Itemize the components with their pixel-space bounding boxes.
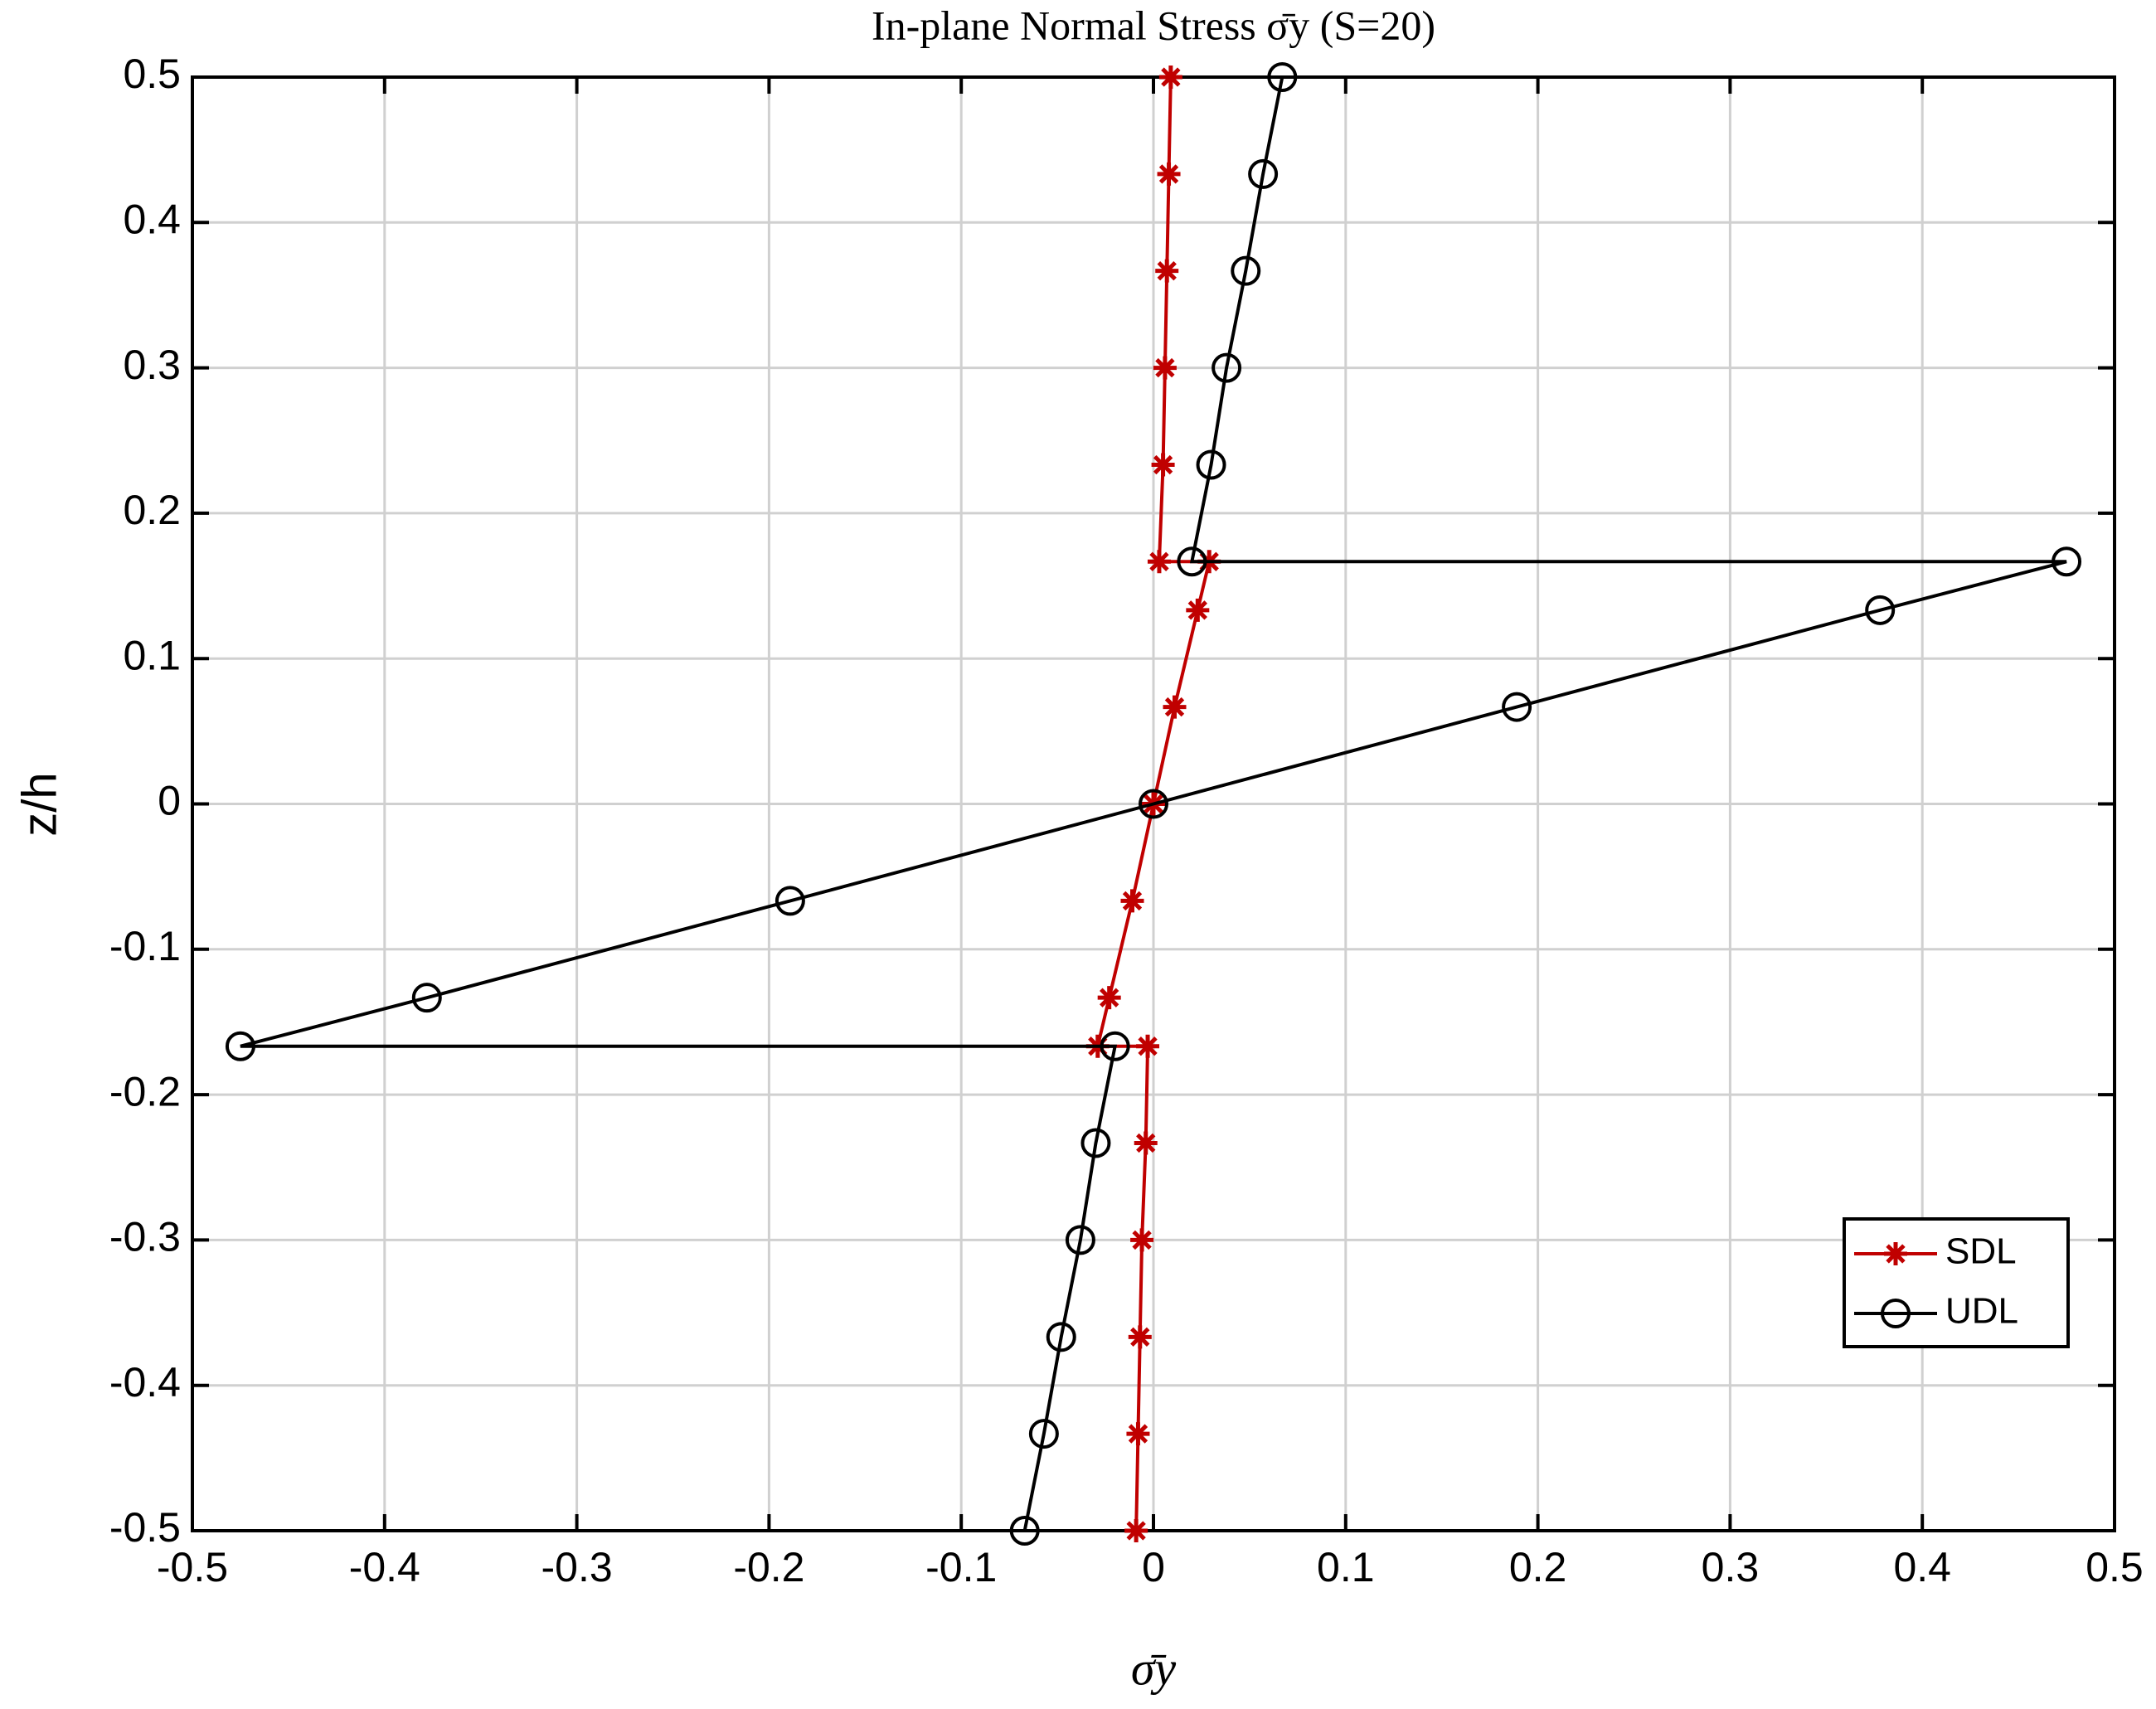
- marker: [1231, 255, 1261, 286]
- marker: [1120, 889, 1144, 913]
- marker: [1196, 449, 1226, 480]
- y-tick-label: -0.5: [109, 1504, 181, 1551]
- x-axis-label: σ̄y: [1131, 1641, 1177, 1695]
- legend-label: UDL: [1945, 1291, 2018, 1332]
- marker: [1163, 695, 1187, 719]
- marker: [1100, 1031, 1130, 1061]
- marker: [1065, 1225, 1095, 1255]
- x-tick-label: -0.5: [157, 1544, 228, 1590]
- x-tick-label: 0.1: [1317, 1544, 1375, 1590]
- marker: [225, 1031, 255, 1061]
- x-tick-label: 0.2: [1509, 1544, 1567, 1590]
- marker: [1884, 1242, 1907, 1265]
- y-tick-label: -0.4: [109, 1359, 181, 1406]
- y-tick-label: -0.1: [109, 923, 181, 969]
- marker: [775, 886, 805, 916]
- marker: [1046, 1322, 1076, 1352]
- x-tick-label: 0: [1142, 1544, 1165, 1590]
- marker: [1097, 986, 1121, 1010]
- marker: [1124, 1519, 1148, 1542]
- series-line: [240, 76, 2067, 1532]
- plot-frame: [191, 75, 2116, 1532]
- x-tick-label: -0.4: [349, 1544, 420, 1590]
- marker: [1158, 66, 1182, 89]
- y-tick-label: 0: [158, 778, 181, 824]
- marker: [1186, 598, 1210, 622]
- marker: [1139, 789, 1168, 819]
- marker: [411, 983, 442, 1013]
- x-tick-label: -0.2: [733, 1544, 804, 1590]
- marker: [2052, 546, 2082, 577]
- x-tick-label: 0.4: [1893, 1544, 1951, 1590]
- marker: [1028, 1419, 1059, 1449]
- marker: [1267, 62, 1298, 92]
- marker: [1136, 1034, 1160, 1058]
- y-tick-label: -0.3: [109, 1214, 181, 1260]
- x-tick-label: -0.3: [541, 1544, 613, 1590]
- marker: [1157, 162, 1181, 186]
- marker: [1080, 1128, 1111, 1158]
- marker: [1130, 1228, 1154, 1252]
- x-tick-label: 0.5: [2086, 1544, 2144, 1590]
- marker: [1177, 546, 1207, 577]
- y-tick-label: 0.5: [123, 51, 181, 97]
- marker: [1134, 1131, 1158, 1155]
- marker: [1126, 1422, 1150, 1446]
- marker: [1212, 352, 1242, 383]
- y-tick-label: 0.4: [123, 197, 181, 243]
- marker: [1147, 550, 1171, 574]
- marker: [1865, 595, 1896, 625]
- marker: [1128, 1325, 1152, 1349]
- marker: [1502, 692, 1532, 722]
- marker: [1151, 453, 1175, 477]
- y-axis-label: z/h: [12, 772, 66, 836]
- y-tick-label: -0.2: [109, 1068, 181, 1114]
- y-tick-label: 0.2: [123, 487, 181, 533]
- marker: [1009, 1516, 1040, 1546]
- marker: [1881, 1299, 1911, 1328]
- y-tick-label: 0.3: [123, 342, 181, 388]
- y-tick-label: 0.1: [123, 632, 181, 678]
- marker: [1248, 158, 1279, 189]
- legend-box: [1843, 1217, 2070, 1348]
- x-tick-label: 0.3: [1702, 1544, 1760, 1590]
- x-tick-label: -0.1: [925, 1544, 997, 1590]
- legend-label: SDL: [1945, 1231, 2017, 1272]
- marker: [1153, 356, 1177, 380]
- chart-title: In-plane Normal Stress σ̄y (S=20): [872, 2, 1435, 48]
- marker: [1155, 259, 1179, 283]
